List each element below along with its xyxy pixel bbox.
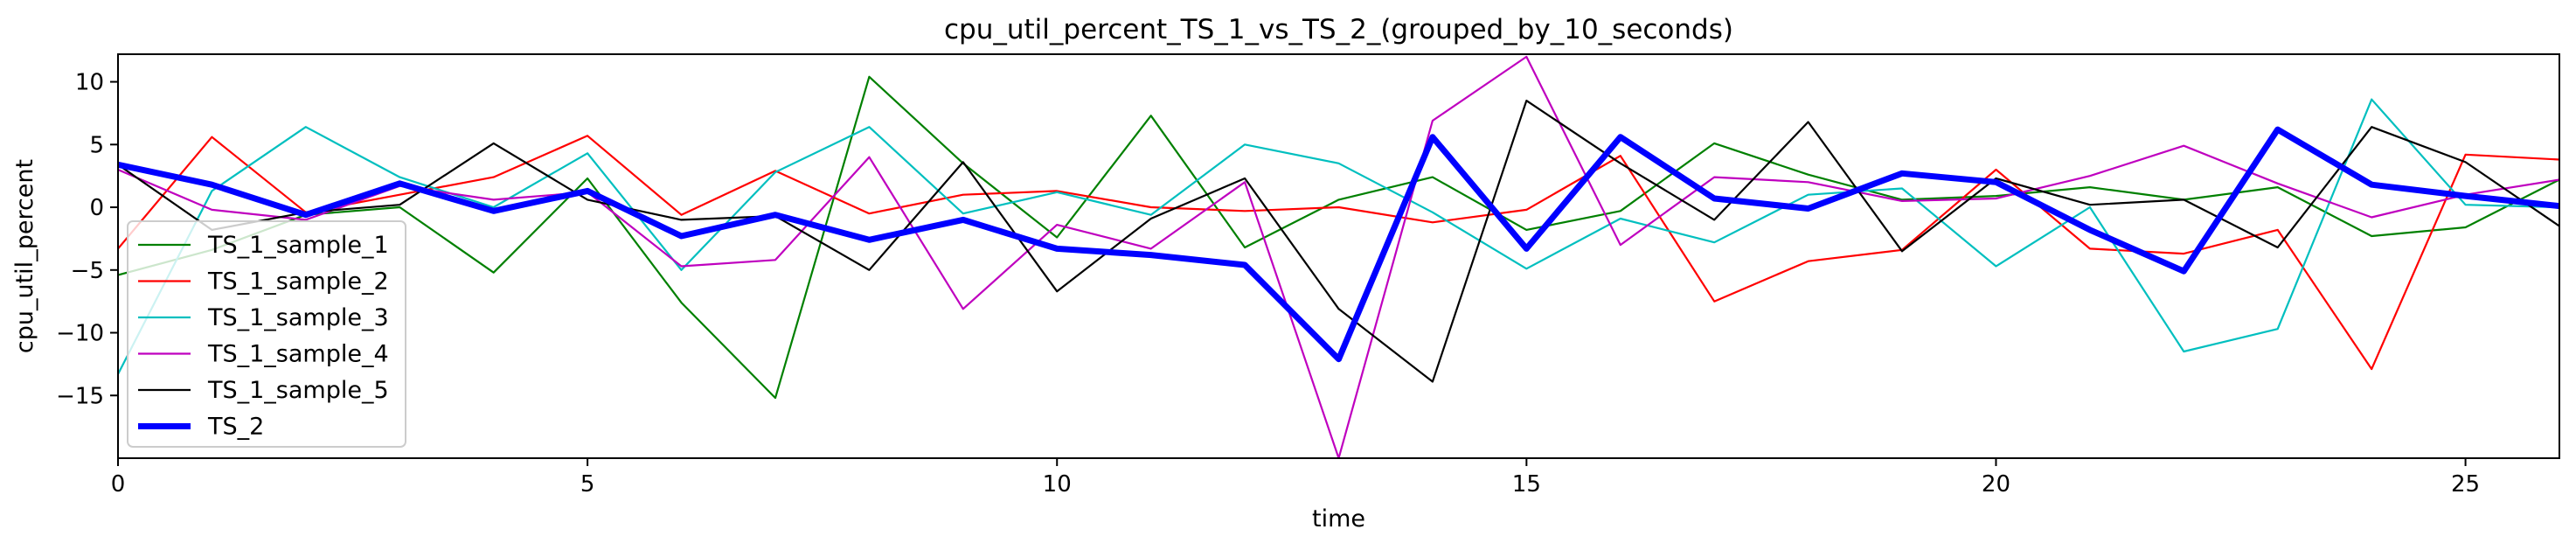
legend-label: TS_1_sample_1	[207, 232, 389, 259]
legend-label: TS_2	[207, 414, 264, 441]
x-tick-label: 20	[1982, 471, 2010, 498]
y-tick-label: −15	[56, 383, 104, 409]
x-tick-label: 25	[2451, 471, 2480, 498]
x-tick-label: 15	[1512, 471, 1541, 498]
series-line-ts-1-sample-5	[118, 99, 2559, 383]
series-line-ts-2	[118, 126, 2559, 363]
legend-label: TS_1_sample_4	[207, 341, 389, 368]
y-tick-label: 10	[75, 70, 104, 96]
y-axis-label: cpu_util_percent	[11, 159, 38, 353]
series-line-ts-1-sample-3	[118, 98, 2559, 375]
chart-title: cpu_util_percent_TS_1_vs_TS_2_(grouped_b…	[944, 14, 1733, 45]
legend-label: TS_1_sample_5	[207, 377, 389, 404]
legend-box	[127, 220, 406, 448]
legend-label: TS_1_sample_2	[207, 268, 389, 296]
x-tick-label: 0	[111, 471, 126, 498]
y-tick-label: −5	[71, 258, 104, 284]
plot-area	[118, 55, 2559, 458]
y-tick-label: 0	[89, 195, 104, 221]
axes: 0 5 10 15 20 25 −15 −10 −5 0 5 10	[56, 53, 2560, 498]
series-lines	[118, 55, 2559, 458]
y-tick-label: −10	[56, 321, 104, 347]
series-line-ts-1-sample-2	[118, 135, 2559, 371]
y-tick-label: 5	[89, 132, 104, 158]
x-axis-label: time	[1312, 505, 1365, 533]
legend: TS_1_sample_1 TS_1_sample_2 TS_1_sample_3 T…	[127, 220, 406, 448]
series-line-ts-1-sample-4	[118, 55, 2559, 458]
x-tick-label: 5	[580, 471, 595, 498]
legend-label: TS_1_sample_3	[207, 304, 389, 331]
axes-frame	[117, 53, 2560, 459]
series-line-ts-1-sample-1	[118, 75, 2559, 400]
x-tick-label: 10	[1043, 471, 1072, 498]
